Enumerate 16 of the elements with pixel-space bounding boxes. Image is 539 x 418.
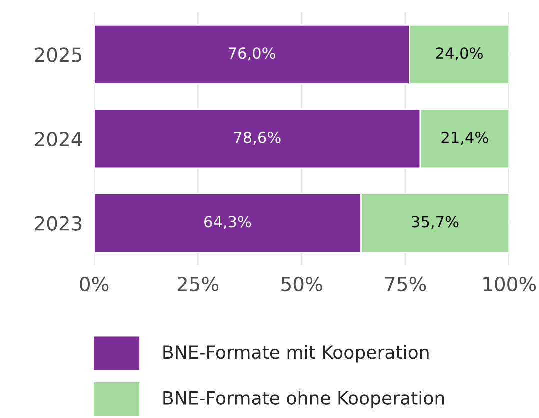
legend-label: BNE-Formate mit Kooperation [164, 345, 429, 363]
data-label: 64,3% [204, 216, 252, 230]
y-tick-label: 2025 [35, 48, 82, 62]
y-tick-label: 2024 [35, 132, 82, 147]
data-label: 24,0% [436, 48, 483, 61]
data-label: 21,4% [442, 132, 488, 145]
data-label: 78,6% [234, 132, 281, 145]
x-tick-label: 50% [282, 276, 322, 292]
y-tick-label: 2023 [35, 216, 82, 231]
legend-label: BNE-Formate ohne Kooperation [164, 391, 444, 408]
x-tick-label: 25% [178, 276, 219, 292]
data-label: 76,0% [229, 48, 276, 61]
x-tick-label: 0% [80, 276, 109, 292]
data-label: 35,7% [412, 216, 459, 230]
x-tick-label: 100% [484, 276, 536, 292]
x-tick-label: 75% [386, 276, 426, 292]
